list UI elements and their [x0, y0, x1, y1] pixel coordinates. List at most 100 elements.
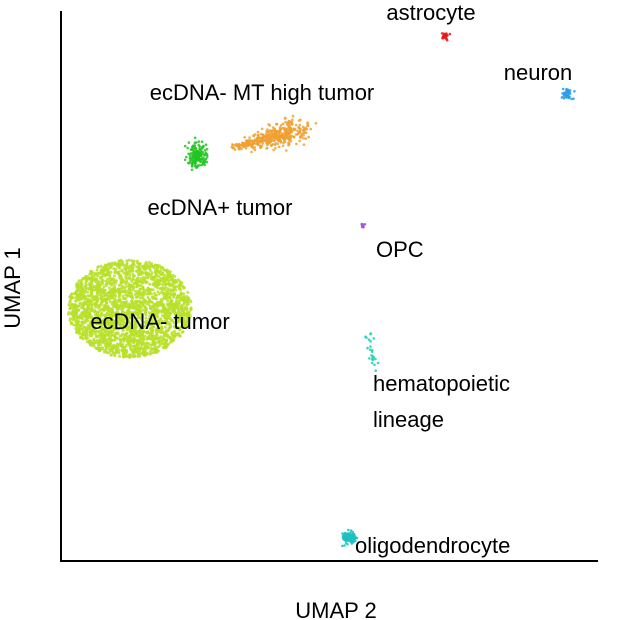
data-point [140, 318, 144, 322]
data-point [174, 313, 178, 317]
data-point [101, 270, 105, 274]
data-point [161, 308, 165, 312]
data-point [125, 273, 129, 277]
data-point [126, 339, 130, 343]
data-point [132, 275, 135, 279]
data-point [280, 133, 284, 137]
data-point [270, 143, 274, 147]
data-point [188, 162, 191, 165]
data-point [86, 275, 90, 279]
data-point [112, 267, 116, 271]
data-point [256, 141, 260, 145]
data-point [124, 334, 128, 338]
data-point [121, 329, 125, 332]
data-point [345, 538, 348, 542]
data-point [75, 283, 78, 287]
data-point [73, 303, 77, 307]
data-point [186, 146, 189, 150]
data-point [185, 306, 189, 310]
data-point [369, 345, 372, 348]
data-point [184, 324, 188, 328]
data-point [120, 290, 124, 293]
data-point [167, 335, 171, 339]
data-point [368, 357, 371, 360]
data-point [240, 147, 243, 151]
data-point [107, 341, 111, 345]
data-point [133, 344, 136, 348]
data-point [101, 279, 105, 283]
data-point [104, 267, 108, 271]
data-point [101, 287, 105, 291]
data-point [158, 343, 162, 347]
data-point [90, 333, 93, 337]
data-point [178, 328, 182, 332]
data-point [160, 272, 164, 276]
data-point [136, 342, 140, 346]
data-point [278, 135, 282, 138]
data-point [248, 136, 251, 139]
data-point [98, 346, 102, 350]
data-point [176, 319, 180, 323]
data-point [287, 132, 290, 135]
data-point [125, 259, 129, 263]
data-point [141, 338, 145, 342]
data-point [150, 314, 154, 318]
data-point [241, 141, 244, 145]
data-point [205, 155, 209, 159]
data-point [102, 307, 106, 311]
data-point [81, 304, 84, 308]
data-point [121, 346, 125, 350]
data-point [275, 133, 279, 137]
data-point [92, 271, 96, 275]
data-point [303, 130, 306, 134]
data-point [187, 152, 190, 156]
cluster-label-line: ecDNA+ tumor [148, 195, 293, 220]
data-point [102, 265, 106, 269]
data-point [84, 287, 88, 291]
data-point [157, 275, 161, 279]
data-point [107, 281, 111, 285]
data-point [119, 342, 123, 346]
data-point [83, 329, 87, 333]
data-point [113, 322, 117, 325]
data-point [190, 162, 194, 165]
data-point [127, 287, 131, 291]
data-point [133, 299, 137, 303]
data-point [139, 340, 143, 344]
data-point [138, 293, 142, 297]
cluster-hematopoietic-lineage [364, 332, 380, 373]
data-point [90, 307, 93, 311]
data-point [147, 260, 151, 264]
data-point [130, 279, 133, 283]
data-point [163, 311, 166, 315]
data-point [96, 279, 100, 283]
data-point [86, 294, 90, 298]
data-point [82, 325, 86, 329]
data-point [84, 274, 88, 278]
data-point [156, 310, 160, 314]
data-point [163, 346, 167, 350]
data-point [243, 136, 246, 139]
data-point [88, 282, 92, 286]
data-point [143, 305, 147, 309]
data-point [144, 316, 148, 320]
cluster-astrocyte [440, 32, 452, 42]
data-point [126, 266, 130, 270]
data-point [161, 283, 165, 287]
data-point [260, 138, 263, 141]
data-point [190, 165, 194, 168]
data-point [572, 97, 575, 100]
data-point [185, 320, 189, 324]
data-point [101, 346, 104, 350]
data-point [114, 311, 118, 315]
data-point [281, 122, 285, 125]
data-point [80, 312, 84, 316]
data-point [135, 295, 139, 299]
data-point [171, 273, 175, 277]
data-point [101, 319, 105, 323]
data-point [152, 296, 155, 300]
data-point [187, 316, 191, 320]
data-point [163, 268, 167, 272]
data-point [364, 335, 367, 339]
data-point [341, 544, 344, 548]
